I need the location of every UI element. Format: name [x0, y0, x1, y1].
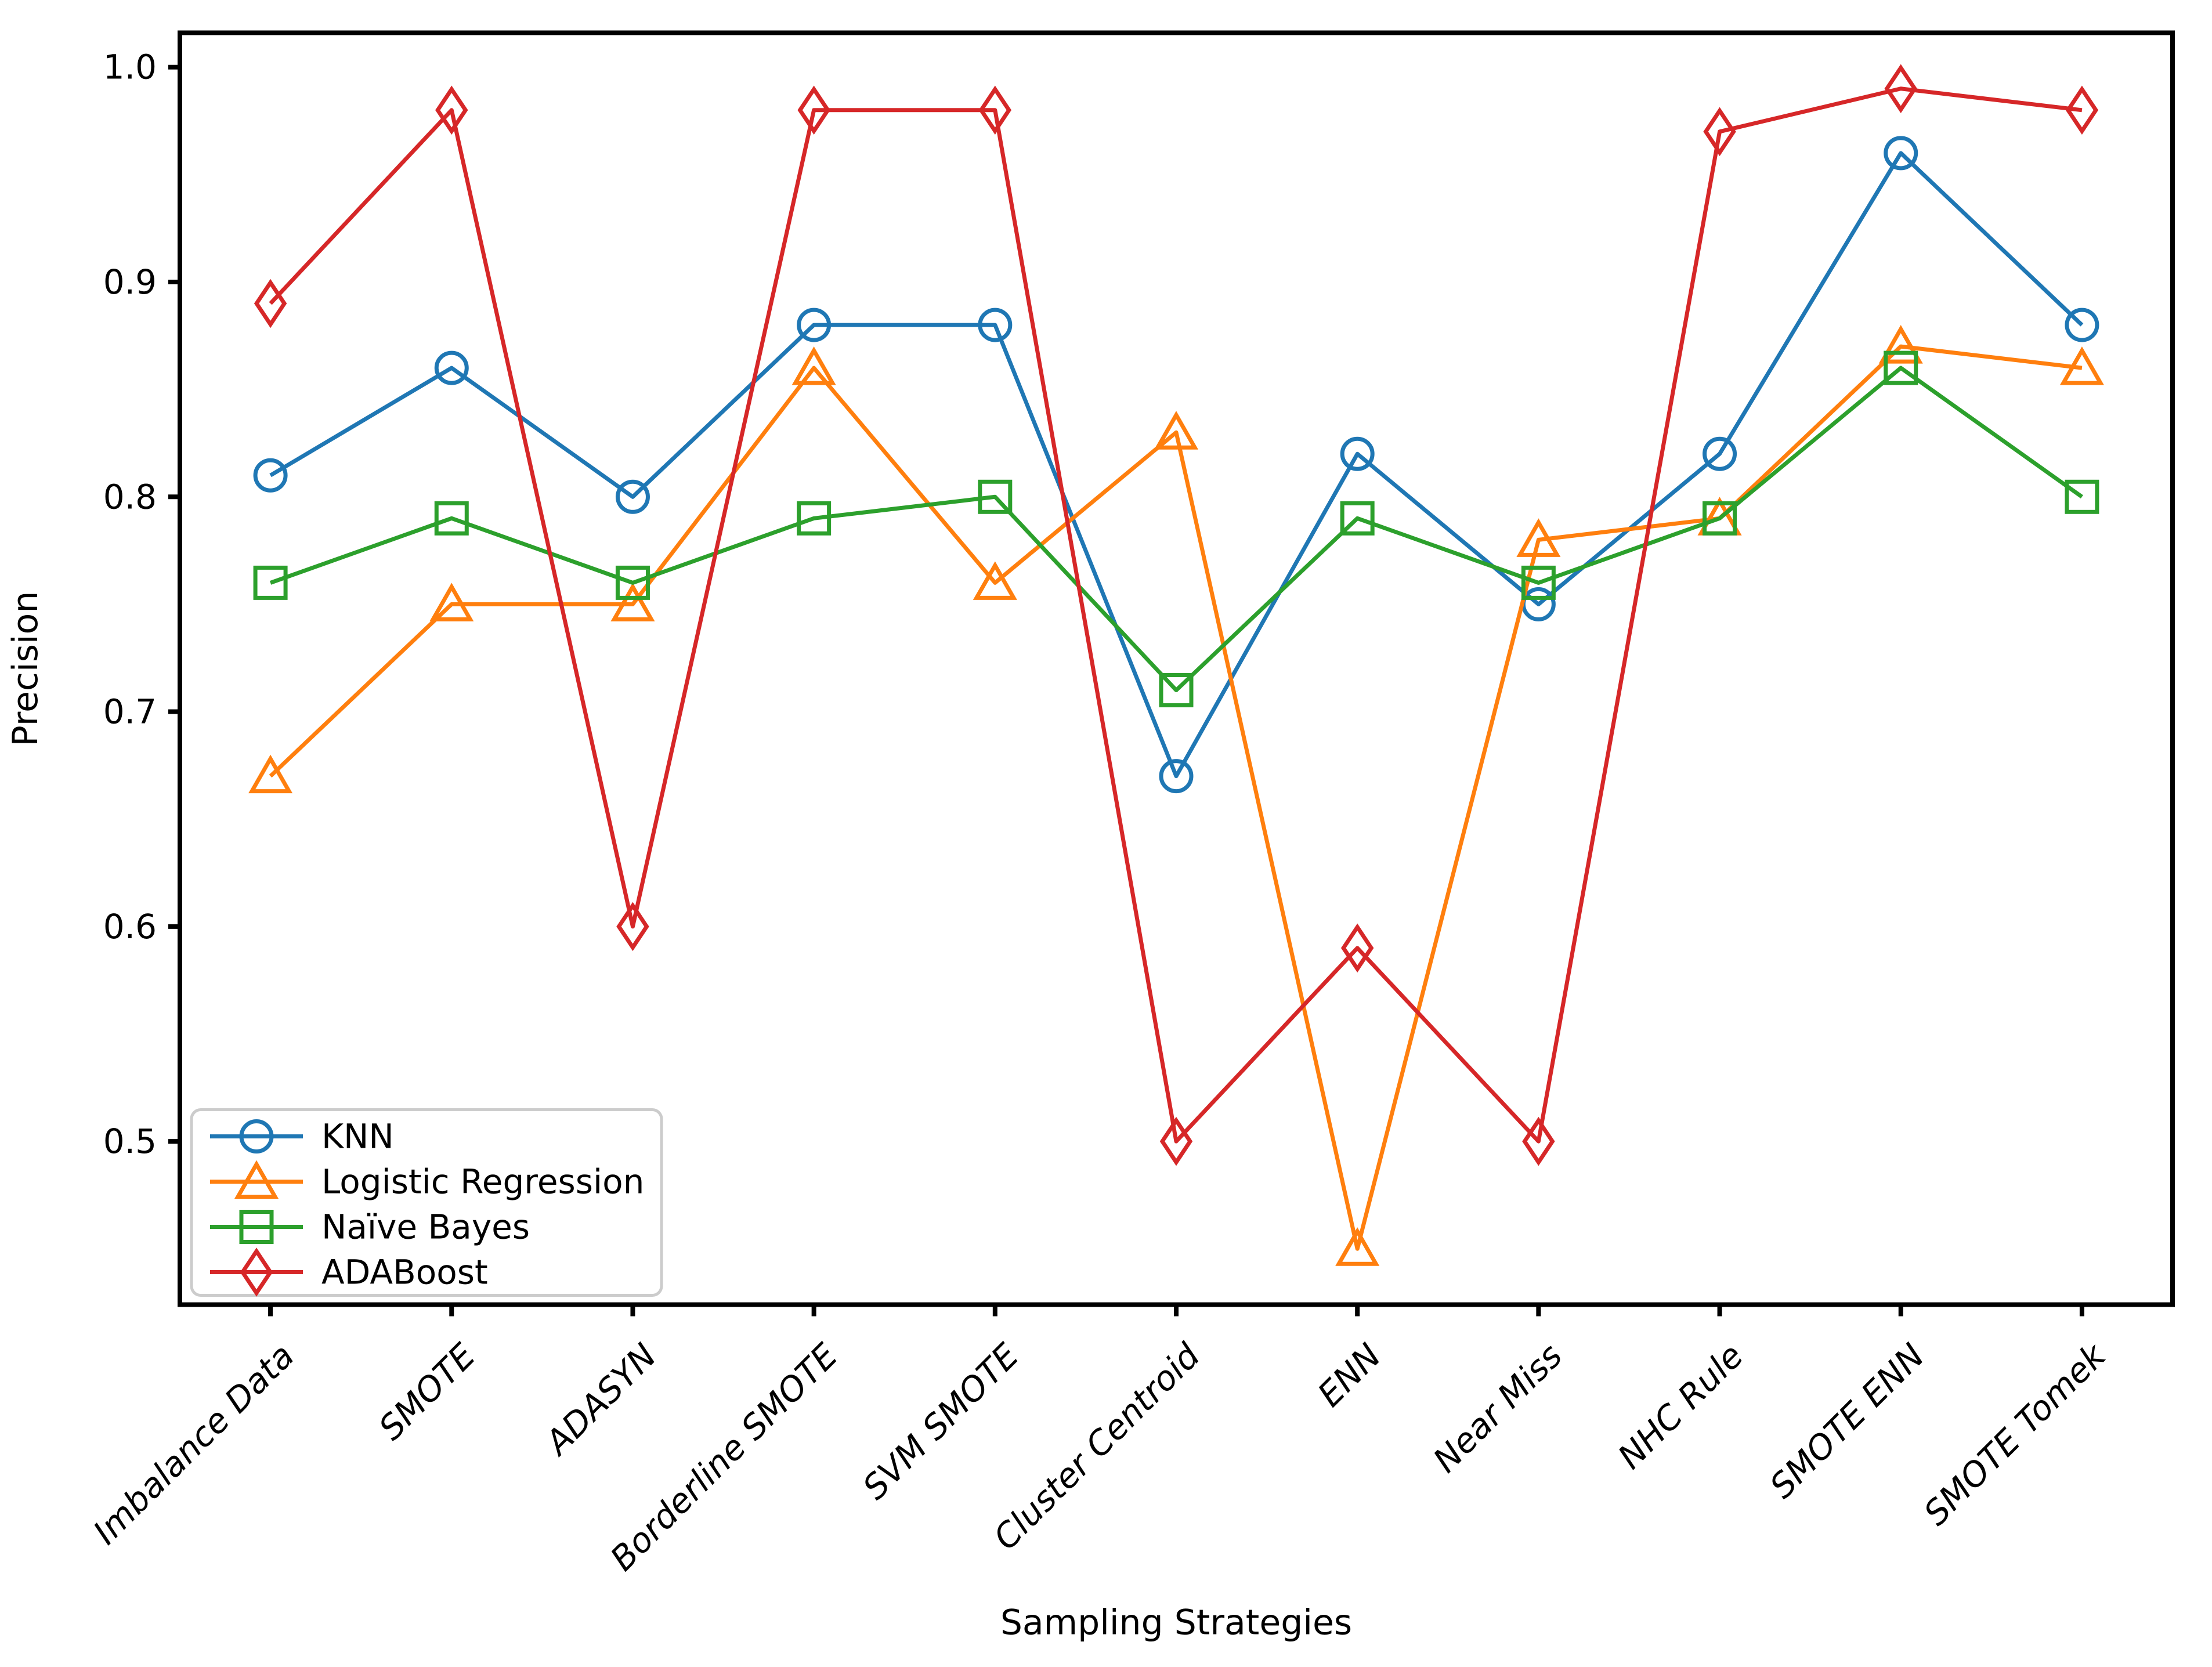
y-axis-title: Precision [5, 591, 46, 747]
diamond-icon [240, 1247, 273, 1297]
circle-marker [2065, 308, 2099, 342]
legend-item-label: ADABoost [321, 1253, 488, 1292]
diamond-marker [1340, 923, 1374, 973]
axis-labels-layer: Precision Sampling Strategies [5, 591, 1352, 1643]
y-tick-label: 0.6 [103, 907, 157, 946]
triangle-marker [610, 583, 655, 621]
triangle-marker [1154, 411, 1199, 450]
legend-item-label: KNN [321, 1117, 394, 1156]
legend-item-adaboost: ADABoost [210, 1247, 488, 1297]
series-adaboost [254, 64, 2099, 1166]
x-tick-label: SVM SMOTE [855, 1336, 1027, 1507]
x-tick-label: ADASYN [536, 1336, 664, 1463]
square-icon [239, 1210, 274, 1244]
legend-item-na-ve-bayes: Naïve Bayes [210, 1207, 530, 1247]
circle-marker [615, 479, 650, 514]
triangle-marker [1335, 1227, 1380, 1266]
square-marker [1703, 501, 1737, 536]
diamond-marker [1159, 1116, 1193, 1166]
y-tick-label: 0.7 [103, 692, 157, 732]
y-tick-label: 0.8 [103, 477, 157, 516]
series-logistic-regression [248, 325, 2104, 1266]
legend: KNN Logistic Regression Naïve Bayes ADABoos… [190, 1108, 663, 1297]
legend-item-label: Logistic Regression [321, 1162, 644, 1202]
square-marker [978, 479, 1013, 514]
x-tick-label: SMOTE Tomek [1916, 1335, 2115, 1534]
square-marker [1521, 565, 1556, 600]
circle-marker [434, 350, 469, 385]
square-marker [615, 565, 650, 600]
triangle-marker [2059, 346, 2104, 385]
plot-area [180, 32, 2173, 1305]
circle-marker [1884, 136, 1918, 171]
y-tick-label: 0.9 [103, 262, 157, 302]
square-marker [2065, 479, 2099, 514]
circle-icon [239, 1119, 274, 1153]
series-line [269, 366, 2083, 693]
x-tick-label: SMOTE [371, 1336, 483, 1448]
square-marker [434, 501, 469, 536]
square-marker [1340, 501, 1375, 536]
triangle-marker [1878, 325, 1923, 364]
series-line [269, 86, 2083, 1144]
diamond-marker [2065, 85, 2099, 135]
diamond-marker [1884, 64, 1917, 114]
circle-marker [797, 308, 832, 342]
circle-marker [1159, 759, 1194, 794]
diamond-marker [1703, 107, 1736, 157]
square-marker [797, 501, 832, 536]
diamond-marker [1522, 1116, 1555, 1166]
series-line [269, 151, 2084, 779]
square-marker [1884, 350, 1918, 385]
x-tick-label: SMOTE ENN [1762, 1336, 1932, 1506]
diamond-marker [797, 85, 830, 135]
series-na-ve-bayes [253, 350, 2099, 708]
series-knn [253, 136, 2099, 794]
triangle-marker [791, 346, 836, 385]
y-tick-label: 1.0 [103, 48, 157, 87]
x-axis-title: Sampling Strategies [1000, 1603, 1352, 1643]
x-tick-label: Imbalance Data [85, 1336, 302, 1552]
triangle-marker [248, 754, 293, 794]
series-line [269, 344, 2083, 1251]
triangle-marker [1516, 518, 1561, 557]
diamond-marker [616, 902, 649, 952]
circle-marker [253, 458, 288, 493]
triangle-marker [429, 583, 474, 621]
x-tick-label: Near Miss [1426, 1336, 1570, 1480]
legend-box [190, 1108, 663, 1297]
circle-marker [1340, 436, 1375, 471]
square-marker [253, 565, 288, 600]
legend-item-knn: KNN [210, 1117, 394, 1156]
legend-item-logistic-regression: Logistic Regression [210, 1160, 644, 1202]
y-tick-label: 0.5 [103, 1122, 157, 1161]
series-layer [248, 64, 2104, 1266]
diamond-marker [254, 279, 287, 328]
triangle-marker [973, 561, 1017, 600]
circle-marker [978, 308, 1013, 342]
x-tick-label: NHC Rule [1610, 1336, 1751, 1476]
legend-item-label: Naïve Bayes [321, 1207, 530, 1247]
diamond-marker [435, 85, 468, 135]
triangle-icon [234, 1160, 279, 1199]
square-marker [1159, 673, 1194, 708]
x-tick-label: ENN [1310, 1336, 1389, 1414]
circle-marker [1703, 436, 1737, 471]
plot-background [180, 32, 2173, 1305]
diamond-marker [978, 85, 1012, 135]
